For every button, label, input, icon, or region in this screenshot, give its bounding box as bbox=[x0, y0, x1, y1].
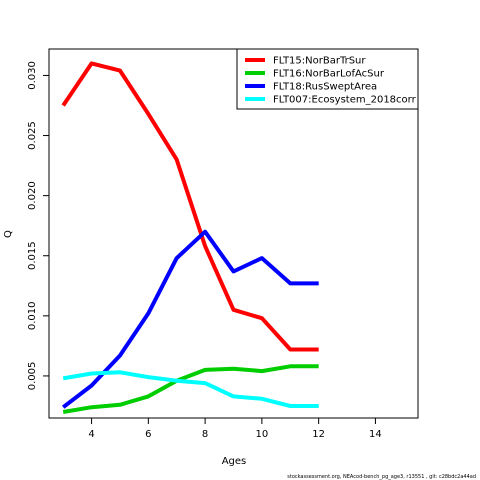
plot-frame bbox=[48, 48, 419, 419]
series-line-4 bbox=[62, 370, 319, 408]
y-tick-label: 0.025 bbox=[27, 121, 38, 150]
x-tick-label: 14 bbox=[369, 429, 382, 440]
series-line-2 bbox=[62, 364, 319, 414]
y-tick-label: 0.005 bbox=[27, 362, 38, 391]
x-tick-label: 10 bbox=[256, 429, 269, 440]
y-axis-title: Q bbox=[3, 230, 14, 238]
x-tick-label: 6 bbox=[145, 429, 151, 440]
x-tick-label: 4 bbox=[88, 429, 94, 440]
legend-label: FLT007:Ecosystem_2018corr bbox=[273, 95, 417, 106]
legend-box bbox=[236, 48, 419, 110]
x-tick-label: 12 bbox=[312, 429, 325, 440]
footer-note: stockassessment.org, NEAcod-bench_pg_age… bbox=[287, 474, 476, 480]
legend-label: FLT16:NorBarLofAcSur bbox=[273, 69, 385, 80]
plot-area bbox=[48, 48, 419, 419]
series-line-3 bbox=[61, 229, 319, 409]
x-axis-title: Ages bbox=[222, 456, 247, 467]
x-axis: 4 6 8 10 12 14 bbox=[88, 418, 382, 440]
legend-label: FLT15:NorBarTrSur bbox=[273, 56, 366, 67]
x-tick-label: 8 bbox=[202, 429, 208, 440]
series-lines bbox=[61, 61, 319, 414]
y-tick-label: 0.010 bbox=[27, 302, 38, 331]
y-tick-label: 0.030 bbox=[27, 61, 38, 90]
y-axis: 0.005 0.010 0.015 0.020 0.025 0.030 bbox=[27, 61, 49, 390]
series-line-1 bbox=[61, 61, 319, 352]
legend: FLT15:NorBarTrSur FLT16:NorBarLofAcSur FLT… bbox=[236, 48, 419, 110]
y-tick-label: 0.015 bbox=[27, 241, 38, 270]
y-tick-label: 0.020 bbox=[27, 181, 38, 210]
legend-label: FLT18:RusSweptArea bbox=[273, 82, 377, 93]
